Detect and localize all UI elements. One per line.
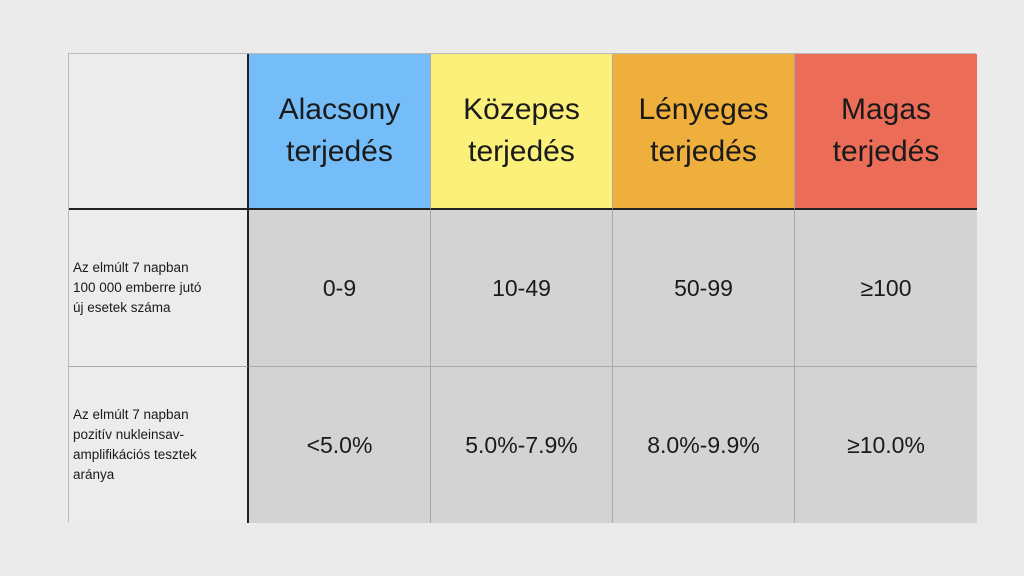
transmission-level-table: Alacsony terjedés Közepes terjedés Lénye…: [68, 53, 977, 523]
row-label-line: Az elmúlt 7 napban: [73, 260, 189, 275]
value-cell: 10-49: [431, 210, 613, 367]
header-moderate-transmission: Közepes terjedés: [431, 54, 613, 210]
value-cell: 50-99: [613, 210, 795, 367]
row-label-line: új esetek száma: [73, 300, 171, 315]
header-moderate-line2: terjedés: [468, 135, 575, 168]
header-low-line1: Alacsony: [278, 93, 401, 126]
header-substantial-line2: terjedés: [650, 135, 757, 168]
row-label-line: pozitív nukleinsav-: [73, 427, 185, 442]
header-substantial-transmission: Lényeges terjedés: [613, 54, 795, 210]
header-low-line2: terjedés: [286, 135, 393, 168]
value-cell: <5.0%: [249, 367, 431, 523]
header-substantial-line1: Lényeges: [638, 93, 769, 126]
value-cell: ≥10.0%: [795, 367, 977, 523]
header-high-line2: terjedés: [832, 135, 940, 168]
value-cell: ≥100: [795, 210, 977, 367]
value-cell: 5.0%-7.9%: [431, 367, 613, 523]
row-label-positive-tests: Az elmúlt 7 napban pozitív nukleinsav- a…: [69, 367, 249, 523]
row-label-line: 100 000 emberre jutó: [73, 280, 202, 295]
header-moderate-line1: Közepes: [463, 93, 580, 126]
header-low-transmission: Alacsony terjedés: [249, 54, 431, 210]
value-cell: 0-9: [249, 210, 431, 367]
row-label-new-cases: Az elmúlt 7 napban 100 000 emberre jutó …: [69, 210, 249, 367]
corner-cell: [69, 54, 249, 210]
value-cell: 8.0%-9.9%: [613, 367, 795, 523]
header-high-transmission: Magas terjedés: [795, 54, 977, 210]
header-high-line1: Magas: [840, 93, 932, 126]
row-label-line: amplifikációs tesztek: [73, 447, 197, 462]
row-label-line: aránya: [73, 467, 115, 482]
row-label-line: Az elmúlt 7 napban: [73, 407, 189, 422]
